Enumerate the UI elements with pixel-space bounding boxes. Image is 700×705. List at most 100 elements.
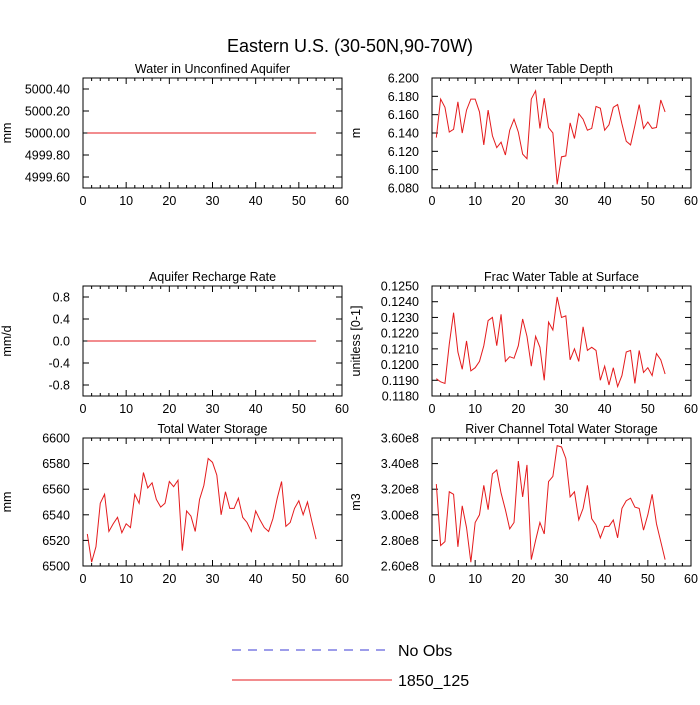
x-tick-label: 0 [429, 194, 436, 208]
y-tick-label: 6.140 [388, 127, 419, 141]
panel-title: Aquifer Recharge Rate [149, 270, 276, 284]
series-line-1850-125 [436, 296, 666, 389]
y-axis-label: m3 [349, 493, 363, 510]
x-tick-label: 40 [598, 402, 612, 416]
y-tick-label: 6.120 [388, 145, 419, 159]
figure-title: Eastern U.S. (30-50N,90-70W) [227, 36, 473, 56]
series-line-1850-125 [435, 89, 666, 185]
x-tick-label: 50 [641, 572, 655, 586]
legend-entry-1850-125: 1850_125 [232, 673, 469, 690]
x-tick-label: 10 [119, 402, 133, 416]
y-tick-label: 2.80e8 [381, 534, 419, 548]
x-tick-label: 60 [684, 572, 698, 586]
x-tick-label: 30 [555, 194, 569, 208]
y-tick-label: 0.4 [53, 313, 70, 327]
y-tick-label: 0.1190 [382, 374, 419, 388]
x-tick-label: 40 [249, 402, 263, 416]
x-tick-label: 0 [80, 402, 87, 416]
legend-entry-no-obs: No Obs [232, 643, 452, 660]
x-tick-label: 10 [119, 572, 133, 586]
x-tick-label: 0 [80, 572, 87, 586]
y-tick-label: 6540 [42, 508, 70, 522]
x-tick-label: 10 [468, 194, 482, 208]
y-tick-label: 6600 [42, 432, 70, 446]
x-tick-label: 50 [292, 194, 306, 208]
y-tick-label: 6.160 [388, 108, 419, 122]
y-tick-label: 6560 [42, 483, 70, 497]
y-tick-label: 6.180 [388, 90, 419, 104]
y-tick-label: 3.20e8 [381, 483, 419, 497]
y-tick-label: 0.0 [53, 335, 70, 349]
x-tick-label: 30 [206, 402, 220, 416]
panel-total-water-storage: Total Water Storage mm 0 10 20 30 40 50 60 6500 65… [0, 422, 349, 586]
legend-label-1850-125: 1850_125 [398, 673, 469, 690]
series-line-1850-125 [435, 445, 666, 563]
y-tick-label: 0.1210 [381, 342, 419, 356]
y-tick-label: 6580 [42, 457, 70, 471]
x-tick-label: 20 [511, 194, 525, 208]
x-tick-label: 40 [598, 194, 612, 208]
x-tick-label: 20 [162, 572, 176, 586]
x-tick-label: 60 [335, 194, 349, 208]
y-tick-label: 0.8 [53, 291, 70, 305]
x-tick-label: 20 [162, 402, 176, 416]
x-tick-label: 20 [511, 402, 525, 416]
y-axis-label: unitless [0-1] [349, 306, 363, 377]
y-axis-label: m [349, 128, 363, 138]
x-tick-label: 10 [468, 572, 482, 586]
y-tick-label: 5000.00 [25, 127, 70, 141]
panel-title: Total Water Storage [157, 422, 267, 436]
y-tick-label: -0.8 [48, 379, 70, 393]
x-tick-label: 60 [684, 194, 698, 208]
y-tick-label: 0.1250 [381, 280, 419, 294]
plot-frame [431, 77, 692, 189]
y-tick-label: 4999.80 [25, 149, 70, 163]
x-tick-label: 10 [468, 402, 482, 416]
panel-water-table-depth: Water Table Depth m 0 10 20 30 40 50 60 6.080 6.10… [349, 62, 698, 208]
panel-title: Water in Unconfined Aquifer [135, 62, 290, 76]
plot-frame [431, 285, 692, 397]
x-tick-label: 20 [162, 194, 176, 208]
y-tick-label: 0.1180 [382, 390, 419, 404]
panel-river-channel-total-water-storage: River Channel Total Water Storage m3 0 10 20… [349, 422, 698, 586]
y-tick-label: 0.1200 [381, 358, 419, 372]
y-tick-label: 5000.40 [25, 83, 70, 97]
y-axis-label: mm [0, 492, 14, 513]
x-tick-label: 20 [511, 572, 525, 586]
series-line-1850-125 [86, 457, 317, 563]
panel-water-in-unconfined-aquifer: Water in Unconfined Aquifer mm 0 10 20 30 40 50… [0, 62, 349, 208]
y-tick-label: 0.1240 [381, 295, 419, 309]
panel-frac-water-table-at-surface: Frac Water Table at Surface unitless [0-1… [349, 270, 698, 416]
y-tick-label: 4999.60 [25, 171, 70, 185]
y-tick-label: 0.1220 [381, 327, 419, 341]
x-tick-label: 40 [249, 572, 263, 586]
x-tick-label: 0 [429, 402, 436, 416]
y-tick-label: 6.080 [388, 182, 419, 196]
y-tick-label: 6.200 [388, 72, 419, 86]
x-tick-label: 30 [555, 402, 569, 416]
legend-label-no-obs: No Obs [398, 643, 452, 660]
x-tick-label: 50 [292, 572, 306, 586]
x-tick-label: 60 [684, 402, 698, 416]
panel-aquifer-recharge-rate: Aquifer Recharge Rate mm/d 0 10 20 30 40 50 60 -0… [0, 270, 349, 416]
y-axis-label: mm/d [0, 325, 14, 356]
y-tick-label: 6.100 [388, 163, 419, 177]
x-tick-label: 0 [80, 194, 87, 208]
y-tick-label: 2.60e8 [381, 560, 419, 574]
y-tick-label: 3.00e8 [381, 508, 419, 522]
y-tick-label: 6500 [42, 560, 70, 574]
y-tick-label: -0.4 [48, 357, 70, 371]
x-tick-label: 40 [598, 572, 612, 586]
x-tick-label: 60 [335, 572, 349, 586]
y-tick-label: 3.40e8 [381, 457, 419, 471]
y-tick-label: 3.60e8 [381, 432, 419, 446]
panel-title: River Channel Total Water Storage [465, 422, 658, 436]
x-tick-label: 30 [206, 572, 220, 586]
plot-frame [431, 437, 692, 567]
legend: No Obs 1850_125 [232, 643, 469, 690]
y-tick-label: 0.1230 [381, 311, 419, 325]
x-tick-label: 50 [641, 194, 655, 208]
x-tick-label: 50 [641, 402, 655, 416]
